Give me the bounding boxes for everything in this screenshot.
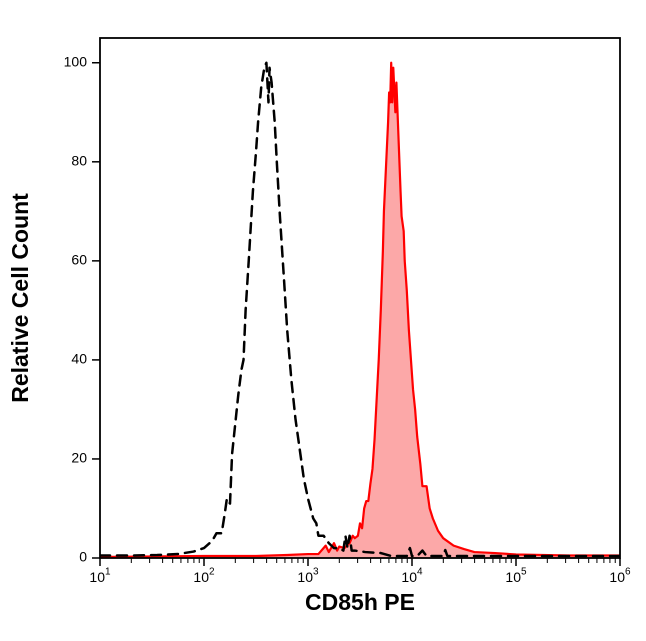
- y-axis-label: Relative Cell Count: [7, 193, 33, 403]
- y-tick-label: 80: [71, 153, 87, 169]
- y-tick-label: 0: [79, 549, 87, 565]
- y-tick-label: 100: [64, 53, 88, 69]
- flow-histogram-chart: 020406080100101102103104105106Relative C…: [0, 0, 646, 641]
- y-tick-label: 60: [71, 252, 87, 268]
- x-axis-label: CD85h PE: [305, 589, 415, 615]
- y-tick-label: 20: [71, 450, 87, 466]
- chart-container: 020406080100101102103104105106Relative C…: [0, 0, 646, 641]
- y-tick-label: 40: [71, 351, 87, 367]
